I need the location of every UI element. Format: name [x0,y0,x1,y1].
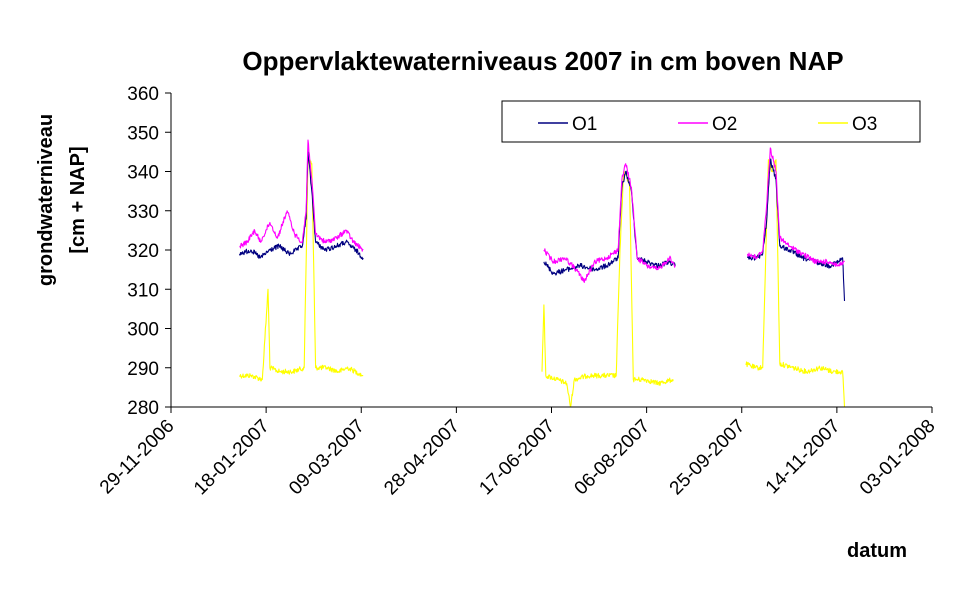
y-tick-label: 330 [127,202,159,223]
legend-label: O3 [852,114,877,135]
y-tick-label: 300 [127,320,159,341]
x-tick-label: 03-01-2008 [856,416,940,500]
series-o3-line [745,159,846,408]
series-o1-line [238,151,364,260]
legend-item-o1: O1 [538,114,597,135]
x-tick-label: 28-04-2007 [380,416,464,500]
x-tick-label: 17-06-2007 [475,416,559,500]
legend-box [501,100,921,143]
x-tick-label: 06-08-2007 [571,416,655,500]
y-tick-label: 280 [127,398,159,419]
x-axis-label: datum [847,540,907,562]
axes: 280 290 300 310 320 330 340 350 360 29-11-2006 18-… [96,84,940,499]
y-tick-label: 290 [127,359,159,380]
x-tick-label: 29-11-2006 [96,416,179,499]
x-tick-label: 14-11-2007 [762,416,845,499]
series-o1-line [543,170,676,276]
y-axis-label-line2: [cm + NAP] [67,146,89,253]
y-tick-label: 340 [127,163,159,184]
legend-item-o3: O3 [818,114,877,135]
series-o2-line [543,163,676,283]
legend: O1 O2 O3 [501,100,921,143]
legend-item-o2: O2 [678,114,737,135]
y-tick-label: 320 [127,241,159,262]
x-tick-label: 18-01-2007 [190,416,274,500]
chart-title: Oppervlaktewaterniveaus 2007 in cm boven… [242,46,843,76]
x-tick-label: 25-09-2007 [666,416,750,500]
legend-label: O1 [572,114,597,135]
series-o2-line [239,139,364,252]
y-tick-label: 350 [127,123,159,144]
y-axis-label: grondwaterniveau [cm + NAP] [35,114,89,286]
series-o3-line [541,170,674,408]
series-o2-line [746,147,845,267]
series-o3-line [239,159,364,382]
legend-label: O2 [712,114,737,135]
y-tick-label: 360 [127,84,159,105]
plot-area [238,139,846,408]
y-tick-label: 310 [127,280,159,301]
x-tick-label: 09-03-2007 [285,416,369,500]
y-axis-label-line1: grondwaterniveau [35,114,57,286]
series-o1-line [746,158,846,302]
